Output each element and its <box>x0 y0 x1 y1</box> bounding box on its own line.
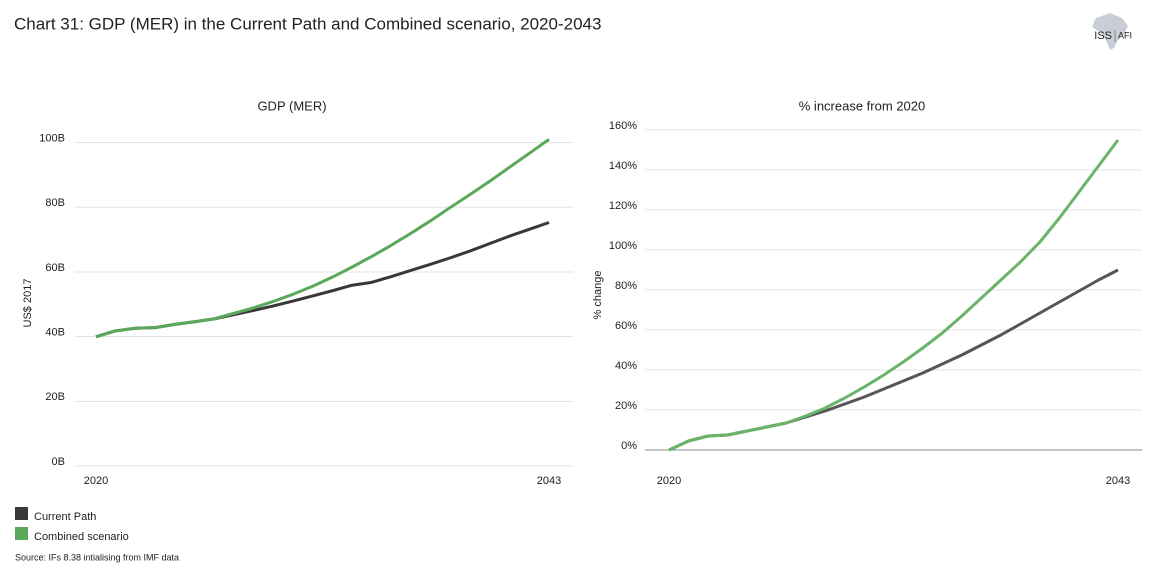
y-tick-label: 80B <box>45 197 65 209</box>
logo-map <box>1092 13 1128 50</box>
y-axis-label: US$ 2017 <box>22 279 34 328</box>
y-tick-label: 60% <box>615 320 637 332</box>
legend-label: Current Path <box>34 511 96 523</box>
legend-swatch <box>15 527 28 540</box>
x-tick-label: 2020 <box>657 475 681 487</box>
source: Source: IFs 8.38 intialising from IMF da… <box>15 552 179 562</box>
page-title: Chart 31: GDP (MER) in the Current Path … <box>14 14 601 33</box>
y-tick-label: 100B <box>39 133 65 145</box>
x-tick-label: 2043 <box>1106 475 1130 487</box>
y-tick-label: 20% <box>615 400 637 412</box>
line-series <box>95 221 550 339</box>
legend-label: Combined scenario <box>34 531 129 543</box>
line-series <box>668 139 1120 452</box>
legend: Current Path Combined scenario <box>15 507 129 543</box>
y-tick-label: 80% <box>615 280 637 292</box>
y-tick-label: 40% <box>615 360 637 372</box>
chart-title: GDP (MER) <box>257 98 326 113</box>
logo-text: AFI <box>1118 30 1132 40</box>
line-series <box>95 138 550 339</box>
logo-text: ISS <box>1094 30 1112 42</box>
chart-title: % increase from 2020 <box>799 98 925 113</box>
legend-swatch <box>15 507 28 520</box>
logo: ISS AFI <box>1092 13 1132 50</box>
y-tick-label: 60B <box>45 262 65 274</box>
x-tick-label: 2043 <box>537 475 561 487</box>
y-axis-label: % change <box>592 271 604 320</box>
x-tick-label: 2020 <box>84 475 108 487</box>
y-tick-label: 100% <box>609 240 637 252</box>
y-tick-label: 20B <box>45 391 65 403</box>
y-tick-label: 0% <box>621 440 637 452</box>
y-tick-label: 140% <box>609 160 637 172</box>
line-series <box>668 268 1119 452</box>
y-tick-label: 160% <box>609 120 637 132</box>
y-tick-label: 0B <box>52 456 65 468</box>
y-tick-label: 120% <box>609 200 637 212</box>
y-tick-label: 40B <box>45 327 65 339</box>
